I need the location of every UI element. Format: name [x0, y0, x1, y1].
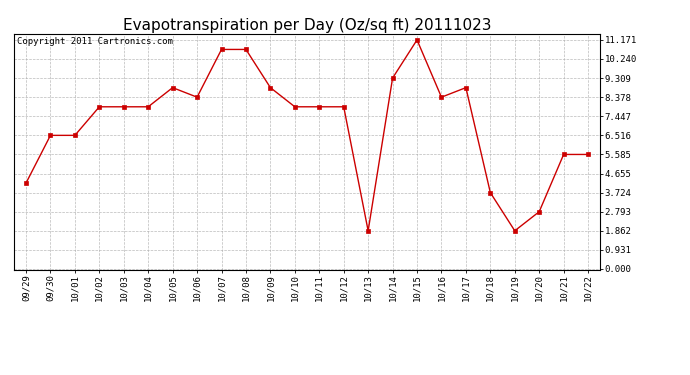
Title: Evapotranspiration per Day (Oz/sq ft) 20111023: Evapotranspiration per Day (Oz/sq ft) 20…	[123, 18, 491, 33]
Text: Copyright 2011 Cartronics.com: Copyright 2011 Cartronics.com	[17, 37, 172, 46]
